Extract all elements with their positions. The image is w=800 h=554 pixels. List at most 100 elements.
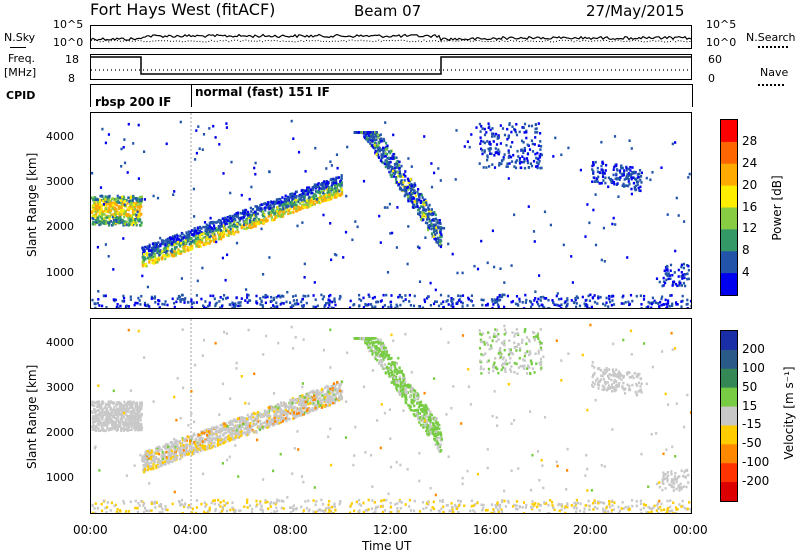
- data-cell: [127, 425, 130, 429]
- data-cell: [534, 297, 537, 300]
- data-cell: [395, 166, 398, 169]
- data-cell: [178, 243, 181, 246]
- data-cell: [333, 299, 336, 303]
- data-cell: [132, 213, 135, 216]
- data-cell: [404, 188, 408, 192]
- data-cell: [323, 187, 326, 191]
- data-cell: [140, 423, 143, 427]
- data-cell: [321, 297, 324, 301]
- data-cell: [192, 229, 195, 233]
- data-cell: [107, 420, 110, 424]
- cpid-divider: [191, 85, 192, 107]
- data-cell: [245, 217, 248, 221]
- data-cell: [423, 200, 426, 204]
- data-cell: [275, 198, 279, 201]
- data-cell: [236, 225, 239, 229]
- data-cell: [288, 197, 291, 200]
- data-cell: [139, 218, 142, 222]
- data-cell: [367, 303, 370, 306]
- data-cell: [411, 197, 414, 201]
- data-cell: [213, 426, 216, 429]
- data-cell: [138, 205, 141, 209]
- data-cell: [187, 435, 190, 439]
- data-cell: [283, 199, 286, 203]
- data-cell: [452, 305, 455, 308]
- data-cell: [183, 301, 186, 304]
- data-cell: [114, 425, 117, 428]
- data-cell: [214, 304, 217, 308]
- data-cell: [300, 189, 303, 192]
- data-cell: [116, 194, 119, 198]
- data-cell: [205, 236, 208, 239]
- data-cell: [328, 198, 331, 201]
- data-cell: [236, 214, 239, 217]
- data-cell: [149, 249, 152, 252]
- data-cell: [267, 211, 270, 215]
- colorbar-tick-label: 20: [742, 177, 758, 192]
- data-cell: [475, 126, 478, 129]
- data-cell: [167, 453, 170, 457]
- data-cell: [335, 189, 338, 193]
- data-cell: [416, 190, 419, 194]
- data-cell: [333, 189, 336, 192]
- data-cell: [430, 213, 434, 217]
- data-cell: [212, 232, 215, 235]
- data-cell: [591, 164, 594, 168]
- data-cell: [362, 179, 366, 183]
- data-cell: [401, 183, 404, 186]
- data-cell: [129, 196, 132, 200]
- data-cell: [308, 204, 311, 208]
- data-cell: [406, 262, 409, 266]
- data-cell: [94, 429, 97, 432]
- data-cell: [206, 436, 209, 439]
- data-cell: [302, 189, 305, 192]
- data-cell: [256, 420, 260, 423]
- data-cell: [121, 404, 124, 407]
- data-cell: [338, 189, 341, 193]
- data-cell: [276, 210, 279, 213]
- data-cell: [241, 216, 244, 219]
- data-cell: [511, 300, 515, 303]
- data-cell: [522, 126, 525, 130]
- data-cell: [291, 304, 294, 307]
- data-cell: [131, 411, 134, 415]
- data-cell: [138, 402, 141, 406]
- data-cell: [154, 257, 157, 260]
- data-cell: [398, 167, 401, 170]
- data-cell: [279, 213, 282, 217]
- data-cell: [354, 131, 357, 134]
- data-cell: [186, 236, 189, 240]
- data-cell: [214, 136, 217, 139]
- data-cell: [510, 130, 513, 134]
- data-cell: [395, 246, 398, 249]
- data-cell: [180, 241, 183, 245]
- data-cell: [674, 141, 677, 144]
- data-cell: [240, 434, 243, 437]
- data-cell: [398, 174, 401, 178]
- data-cell: [597, 295, 600, 298]
- data-cell: [311, 186, 315, 189]
- data-cell: [628, 302, 631, 306]
- data-cell: [293, 416, 296, 420]
- freq-tick-top: 18: [65, 53, 79, 66]
- data-cell: [479, 130, 482, 133]
- data-cell: [143, 303, 147, 307]
- data-cell: [167, 242, 170, 245]
- data-cell: [108, 194, 111, 198]
- data-cell: [236, 222, 239, 226]
- data-cell: [228, 423, 232, 426]
- data-cell: [130, 207, 133, 211]
- data-cell: [375, 152, 378, 156]
- data-cell: [297, 302, 300, 306]
- data-cell: [123, 215, 126, 219]
- data-cell: [191, 437, 194, 440]
- data-cell: [136, 420, 140, 423]
- data-cell: [521, 126, 524, 129]
- data-cell: [542, 305, 545, 308]
- data-cell: [250, 185, 253, 189]
- data-cell: [409, 199, 412, 203]
- data-cell: [240, 428, 243, 432]
- data-cell: [622, 294, 625, 298]
- data-cell: [204, 232, 207, 235]
- data-cell: [286, 410, 289, 414]
